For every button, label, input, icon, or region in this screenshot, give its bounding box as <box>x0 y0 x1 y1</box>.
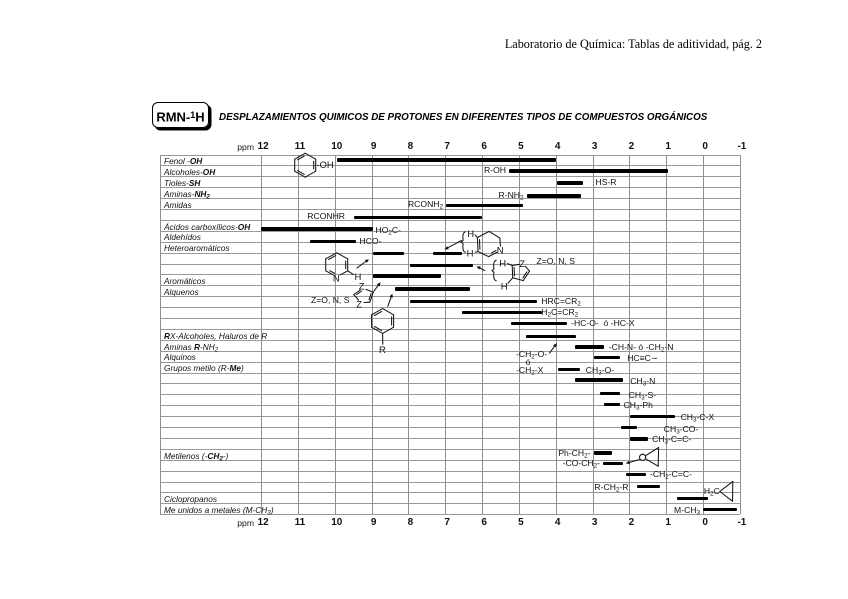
svg-text:H: H <box>467 249 474 260</box>
svg-text:R: R <box>379 345 386 356</box>
svg-text:N: N <box>497 246 504 257</box>
svg-text:Z: Z <box>359 281 365 292</box>
svg-text:Z: Z <box>356 299 362 310</box>
svg-text:-OH: -OH <box>317 160 334 170</box>
svg-text:N: N <box>333 273 340 284</box>
svg-text:H: H <box>499 258 506 269</box>
svg-text:Z: Z <box>519 259 525 270</box>
svg-text:H: H <box>467 229 474 240</box>
svg-text:H: H <box>501 281 508 292</box>
svg-text:H: H <box>355 272 362 283</box>
